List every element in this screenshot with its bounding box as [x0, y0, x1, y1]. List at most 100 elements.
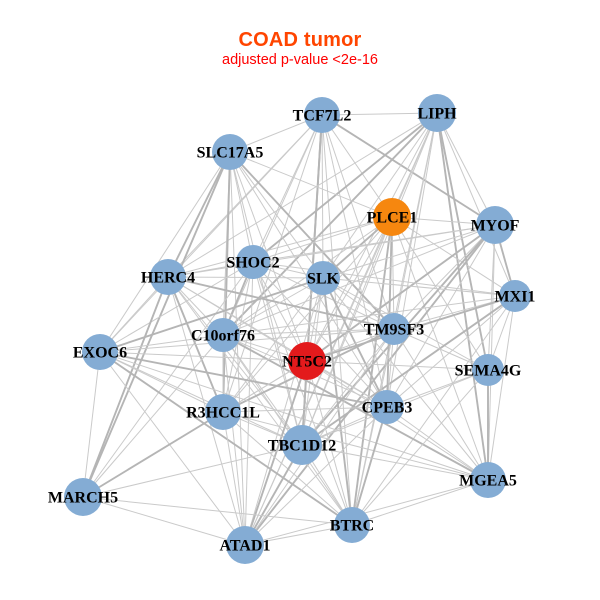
edge-SLC17A5-EXOC6: [99, 151, 231, 353]
node-TM9SF3: [378, 313, 410, 345]
node-EXOC6: [82, 334, 118, 370]
edge-PLCE1-MXI1: [391, 216, 516, 297]
edge-SHOC2-TM9SF3: [252, 261, 395, 330]
edge-R3HCC1L-ATAD1: [222, 411, 246, 546]
edge-LIPH-CPEB3: [386, 112, 438, 408]
edge-C10orf76-TM9SF3: [222, 328, 395, 336]
edge-TM9SF3-BTRC: [351, 328, 395, 526]
edge-MXI1-C10orf76: [222, 295, 516, 336]
edge-SLC17A5-TBC1D12: [229, 151, 303, 446]
node-MARCH5: [64, 478, 102, 516]
edge-SLK-MGEA5: [322, 277, 489, 481]
node-SHOC2: [236, 245, 270, 279]
edge-SLC17A5-SLK: [229, 151, 324, 279]
node-TCF7L2: [304, 97, 340, 133]
edge-SLK-MXI1: [322, 277, 516, 297]
node-label-SEMA4G: SEMA4G: [455, 363, 522, 380]
edge-NT5C2-ATAD1: [244, 360, 308, 546]
edge-PLCE1-R3HCC1L: [222, 216, 393, 413]
edge-MYOF-HERC4: [167, 224, 496, 278]
node-label-HERC4: HERC4: [141, 270, 195, 287]
edge-LIPH-SLK: [322, 112, 438, 279]
edge-MXI1-BTRC: [351, 295, 516, 526]
node-NT5C2: [288, 342, 326, 380]
edge-EXOC6-TBC1D12: [99, 351, 303, 446]
edge-TM9SF3-MGEA5: [393, 328, 489, 481]
node-label-TM9SF3: TM9SF3: [364, 322, 424, 339]
edge-LIPH-MGEA5: [436, 112, 489, 481]
node-C10orf76: [206, 318, 240, 352]
node-label-TBC1D12: TBC1D12: [268, 438, 336, 455]
node-MGEA5: [470, 462, 506, 498]
edge-TCF7L2-C10orf76: [222, 114, 323, 336]
edge-SLK-BTRC: [322, 277, 353, 526]
plot-subtitle: adjusted p-value <2e-16: [222, 52, 378, 68]
edge-R3HCC1L-MARCH5: [82, 411, 224, 498]
edge-R3HCC1L-BTRC: [222, 411, 353, 526]
edge-LIPH-HERC4: [167, 112, 438, 278]
node-MXI1: [499, 280, 531, 312]
node-label-MARCH5: MARCH5: [48, 490, 118, 507]
edge-MXI1-MGEA5: [487, 295, 516, 481]
edge-LIPH-MYOF: [436, 112, 496, 226]
node-label-CPEB3: CPEB3: [362, 400, 413, 417]
edge-EXOC6-CPEB3: [99, 351, 388, 408]
node-label-SHOC2: SHOC2: [226, 255, 279, 272]
node-HERC4: [150, 259, 186, 295]
edge-PLCE1-SEMA4G: [391, 216, 489, 371]
edge-SLK-EXOC6: [99, 277, 324, 353]
node-label-MXI1: MXI1: [495, 289, 536, 306]
edge-R3HCC1L-MGEA5: [222, 411, 489, 481]
edge-MYOF-TM9SF3: [393, 224, 496, 330]
node-R3HCC1L: [205, 394, 241, 430]
edge-SEMA4G-CPEB3: [386, 369, 489, 408]
node-label-SLC17A5: SLC17A5: [197, 145, 264, 162]
edge-TM9SF3-EXOC6: [99, 328, 395, 353]
edge-EXOC6-MARCH5: [82, 351, 101, 498]
edge-TCF7L2-PLCE1: [321, 114, 393, 218]
edge-LIPH-SHOC2: [252, 112, 438, 263]
node-MYOF: [476, 206, 514, 244]
edge-MGEA5-ATAD1: [244, 479, 489, 546]
edge-TBC1D12-MGEA5: [301, 444, 489, 481]
edge-MYOF-MGEA5: [487, 224, 496, 481]
edge-LIPH-MXI1: [436, 112, 516, 297]
node-label-PLCE1: PLCE1: [367, 210, 418, 227]
edge-PLCE1-NT5C2: [306, 216, 393, 362]
edge-TCF7L2-LIPH: [321, 112, 438, 116]
edge-NT5C2-SEMA4G: [306, 360, 489, 371]
node-PLCE1: [373, 198, 411, 236]
node-label-TCF7L2: TCF7L2: [293, 108, 352, 125]
edge-TCF7L2-R3HCC1L: [222, 114, 323, 413]
edge-PLCE1-HERC4: [167, 216, 393, 278]
edge-MARCH5-ATAD1: [82, 496, 246, 546]
edge-C10orf76-TBC1D12: [222, 334, 303, 446]
edge-PLCE1-BTRC: [351, 216, 393, 526]
edge-SLK-ATAD1: [244, 277, 324, 546]
edge-SHOC2-ATAD1: [244, 261, 254, 546]
edge-MYOF-SEMA4G: [487, 224, 496, 371]
edge-SEMA4G-BTRC: [351, 369, 489, 526]
edge-SLK-R3HCC1L: [222, 277, 324, 413]
edge-MYOF-SLK: [322, 224, 496, 279]
node-label-MYOF: MYOF: [471, 218, 520, 235]
edge-EXOC6-BTRC: [99, 351, 353, 526]
edge-C10orf76-BTRC: [222, 334, 353, 526]
edge-NT5C2-MGEA5: [306, 360, 489, 481]
edge-MYOF-C10orf76: [222, 224, 496, 336]
node-label-LIPH: LIPH: [417, 106, 457, 123]
edge-HERC4-TM9SF3: [167, 276, 395, 330]
edge-SLC17A5-PLCE1: [229, 151, 393, 218]
edge-TCF7L2-EXOC6: [99, 114, 323, 353]
node-label-R3HCC1L: R3HCC1L: [186, 405, 260, 422]
edge-HERC4-TBC1D12: [167, 276, 303, 446]
edge-MXI1-CPEB3: [386, 295, 516, 408]
node-label-SLK: SLK: [307, 271, 340, 288]
edge-SLC17A5-SHOC2: [229, 151, 254, 263]
node-SEMA4G: [472, 354, 504, 386]
edge-EXOC6-NT5C2: [99, 351, 308, 362]
node-label-EXOC6: EXOC6: [73, 345, 127, 362]
edge-HERC4-CPEB3: [167, 276, 388, 408]
edge-PLCE1-ATAD1: [244, 216, 393, 546]
